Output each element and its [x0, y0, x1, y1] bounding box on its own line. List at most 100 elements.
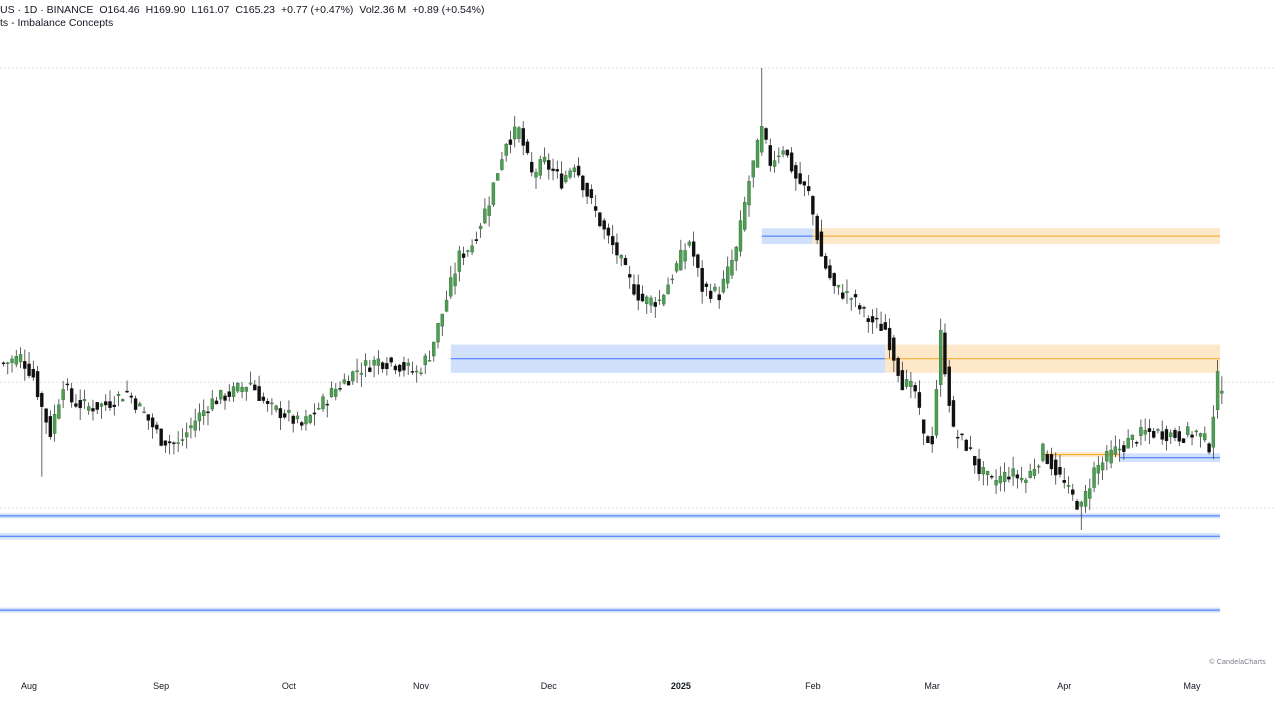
candle-body-243: [1036, 465, 1041, 468]
indicator-label[interactable]: ts - Imbalance Concepts: [0, 17, 114, 29]
candle-body-271: [1156, 429, 1160, 431]
candle-body-276: [1177, 431, 1181, 442]
watermark: © CandelaCharts: [1209, 659, 1266, 666]
candle-body-128: [547, 160, 551, 170]
candle-body-104: [444, 299, 449, 312]
candle-body-42: [180, 439, 185, 441]
candle-body-212: [904, 379, 909, 387]
candle-body-190: [811, 196, 815, 215]
candle-body-10: [44, 408, 48, 423]
candle-body-210: [896, 357, 900, 376]
candle-body-259: [1105, 450, 1109, 462]
candle-body-256: [1092, 467, 1096, 488]
candle-body-204: [870, 316, 875, 323]
low-value: L161.07: [191, 4, 230, 16]
candle-body-198: [845, 291, 849, 293]
candle-body-262: [1117, 448, 1122, 451]
candle-body-217: [926, 436, 930, 444]
candle-body-97: [415, 370, 419, 373]
candle-body-266: [1134, 442, 1139, 444]
candle-body-60: [257, 386, 261, 401]
candle-body-20: [86, 406, 91, 411]
candle-body-247: [1054, 459, 1058, 476]
candle-body-275: [1173, 430, 1177, 438]
candle-body-26: [112, 404, 116, 407]
candle-body-65: [278, 408, 283, 419]
candle-body-105: [449, 277, 453, 297]
candle-body-91: [389, 357, 393, 363]
candle-body-82: [351, 371, 355, 382]
candle-body-22: [95, 402, 99, 410]
candle-body-38: [163, 440, 168, 446]
volume-value: Vol2.36 M: [359, 4, 407, 16]
candle-body-4: [18, 354, 23, 363]
candle-body-31: [133, 398, 138, 410]
candle-body-54: [231, 386, 236, 397]
candle-body-179: [764, 128, 768, 140]
candle-body-67: [287, 410, 291, 413]
candle-body-174: [743, 202, 747, 230]
candle-body-58: [248, 382, 253, 385]
candle-body-51: [219, 389, 223, 400]
candle-body-45: [193, 420, 197, 431]
candle-body-177: [755, 139, 760, 168]
candle-body-241: [1028, 470, 1032, 478]
x-axis-label-2025: 2025: [671, 681, 691, 691]
candle-body-227: [968, 447, 973, 449]
candle-body-29: [125, 390, 129, 393]
candle-body-13: [57, 404, 61, 419]
candle-body-285: [1215, 371, 1220, 411]
candle-body-46: [197, 412, 202, 422]
candle-body-230: [981, 467, 985, 475]
candle-body-155: [662, 294, 666, 305]
candle-body-100: [427, 360, 432, 362]
candle-body-140: [598, 212, 602, 227]
candle-body-146: [623, 258, 628, 265]
candle-body-248: [1058, 466, 1062, 475]
candle-body-7: [31, 369, 36, 378]
candle-body-117: [500, 159, 504, 170]
close-value: C165.23: [235, 4, 276, 16]
candle-body-186: [794, 165, 798, 179]
candle-body-127: [542, 156, 547, 163]
candle-body-2: [10, 358, 14, 363]
candle-body-37: [159, 428, 163, 446]
candle-body-18: [78, 400, 82, 409]
candle-body-84: [359, 372, 364, 375]
candle-body-272: [1160, 431, 1164, 440]
candle-body-17: [74, 403, 78, 407]
candle-body-175: [747, 181, 751, 206]
candle-body-133: [568, 170, 572, 178]
candle-body-74: [317, 408, 321, 410]
candle-body-27: [116, 394, 121, 396]
candle-body-200: [853, 294, 858, 298]
candle-body-216: [921, 419, 926, 434]
candle-body-124: [530, 161, 534, 173]
candle-body-199: [849, 298, 853, 300]
candle-body-168: [717, 294, 721, 301]
candle-body-176: [751, 160, 755, 178]
candle-body-6: [27, 363, 31, 376]
candle-body-147: [628, 274, 632, 278]
candle-body-129: [551, 168, 555, 171]
candle-body-142: [606, 227, 611, 236]
symbol-label[interactable]: US · 1D · BINANCE: [0, 4, 94, 16]
candle-body-194: [828, 265, 832, 279]
candle-body-232: [990, 476, 994, 478]
candle-body-184: [785, 149, 790, 156]
candle-body-202: [862, 307, 866, 309]
candle-body-180: [768, 145, 772, 166]
candle-body-102: [436, 323, 440, 343]
candle-body-89: [380, 362, 385, 369]
candle-body-244: [1041, 443, 1045, 461]
candle-body-171: [730, 260, 734, 276]
candle-body-25: [108, 401, 112, 408]
x-axis-label-dec: Dec: [541, 681, 558, 691]
candle-body-106: [453, 273, 457, 287]
candle-body-267: [1139, 427, 1143, 437]
candle-body-211: [900, 370, 905, 391]
x-axis-label-oct: Oct: [282, 681, 297, 691]
ohlc-legend: US · 1D · BINANCE O164.46 H169.90 L161.0…: [0, 4, 485, 17]
candle-body-231: [985, 470, 990, 476]
